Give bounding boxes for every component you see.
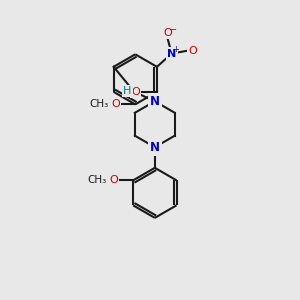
- Text: N: N: [150, 95, 160, 108]
- Text: CH₃: CH₃: [88, 175, 107, 185]
- Text: +: +: [172, 45, 179, 54]
- Text: O: O: [188, 46, 197, 56]
- Text: CH₃: CH₃: [90, 99, 109, 110]
- Text: −: −: [169, 25, 177, 35]
- Text: O: O: [111, 99, 120, 110]
- Text: H: H: [123, 86, 132, 96]
- Text: N: N: [167, 49, 176, 58]
- Text: N: N: [150, 141, 160, 154]
- Text: O: O: [163, 28, 172, 38]
- Text: O: O: [109, 175, 118, 185]
- Text: O: O: [131, 87, 140, 97]
